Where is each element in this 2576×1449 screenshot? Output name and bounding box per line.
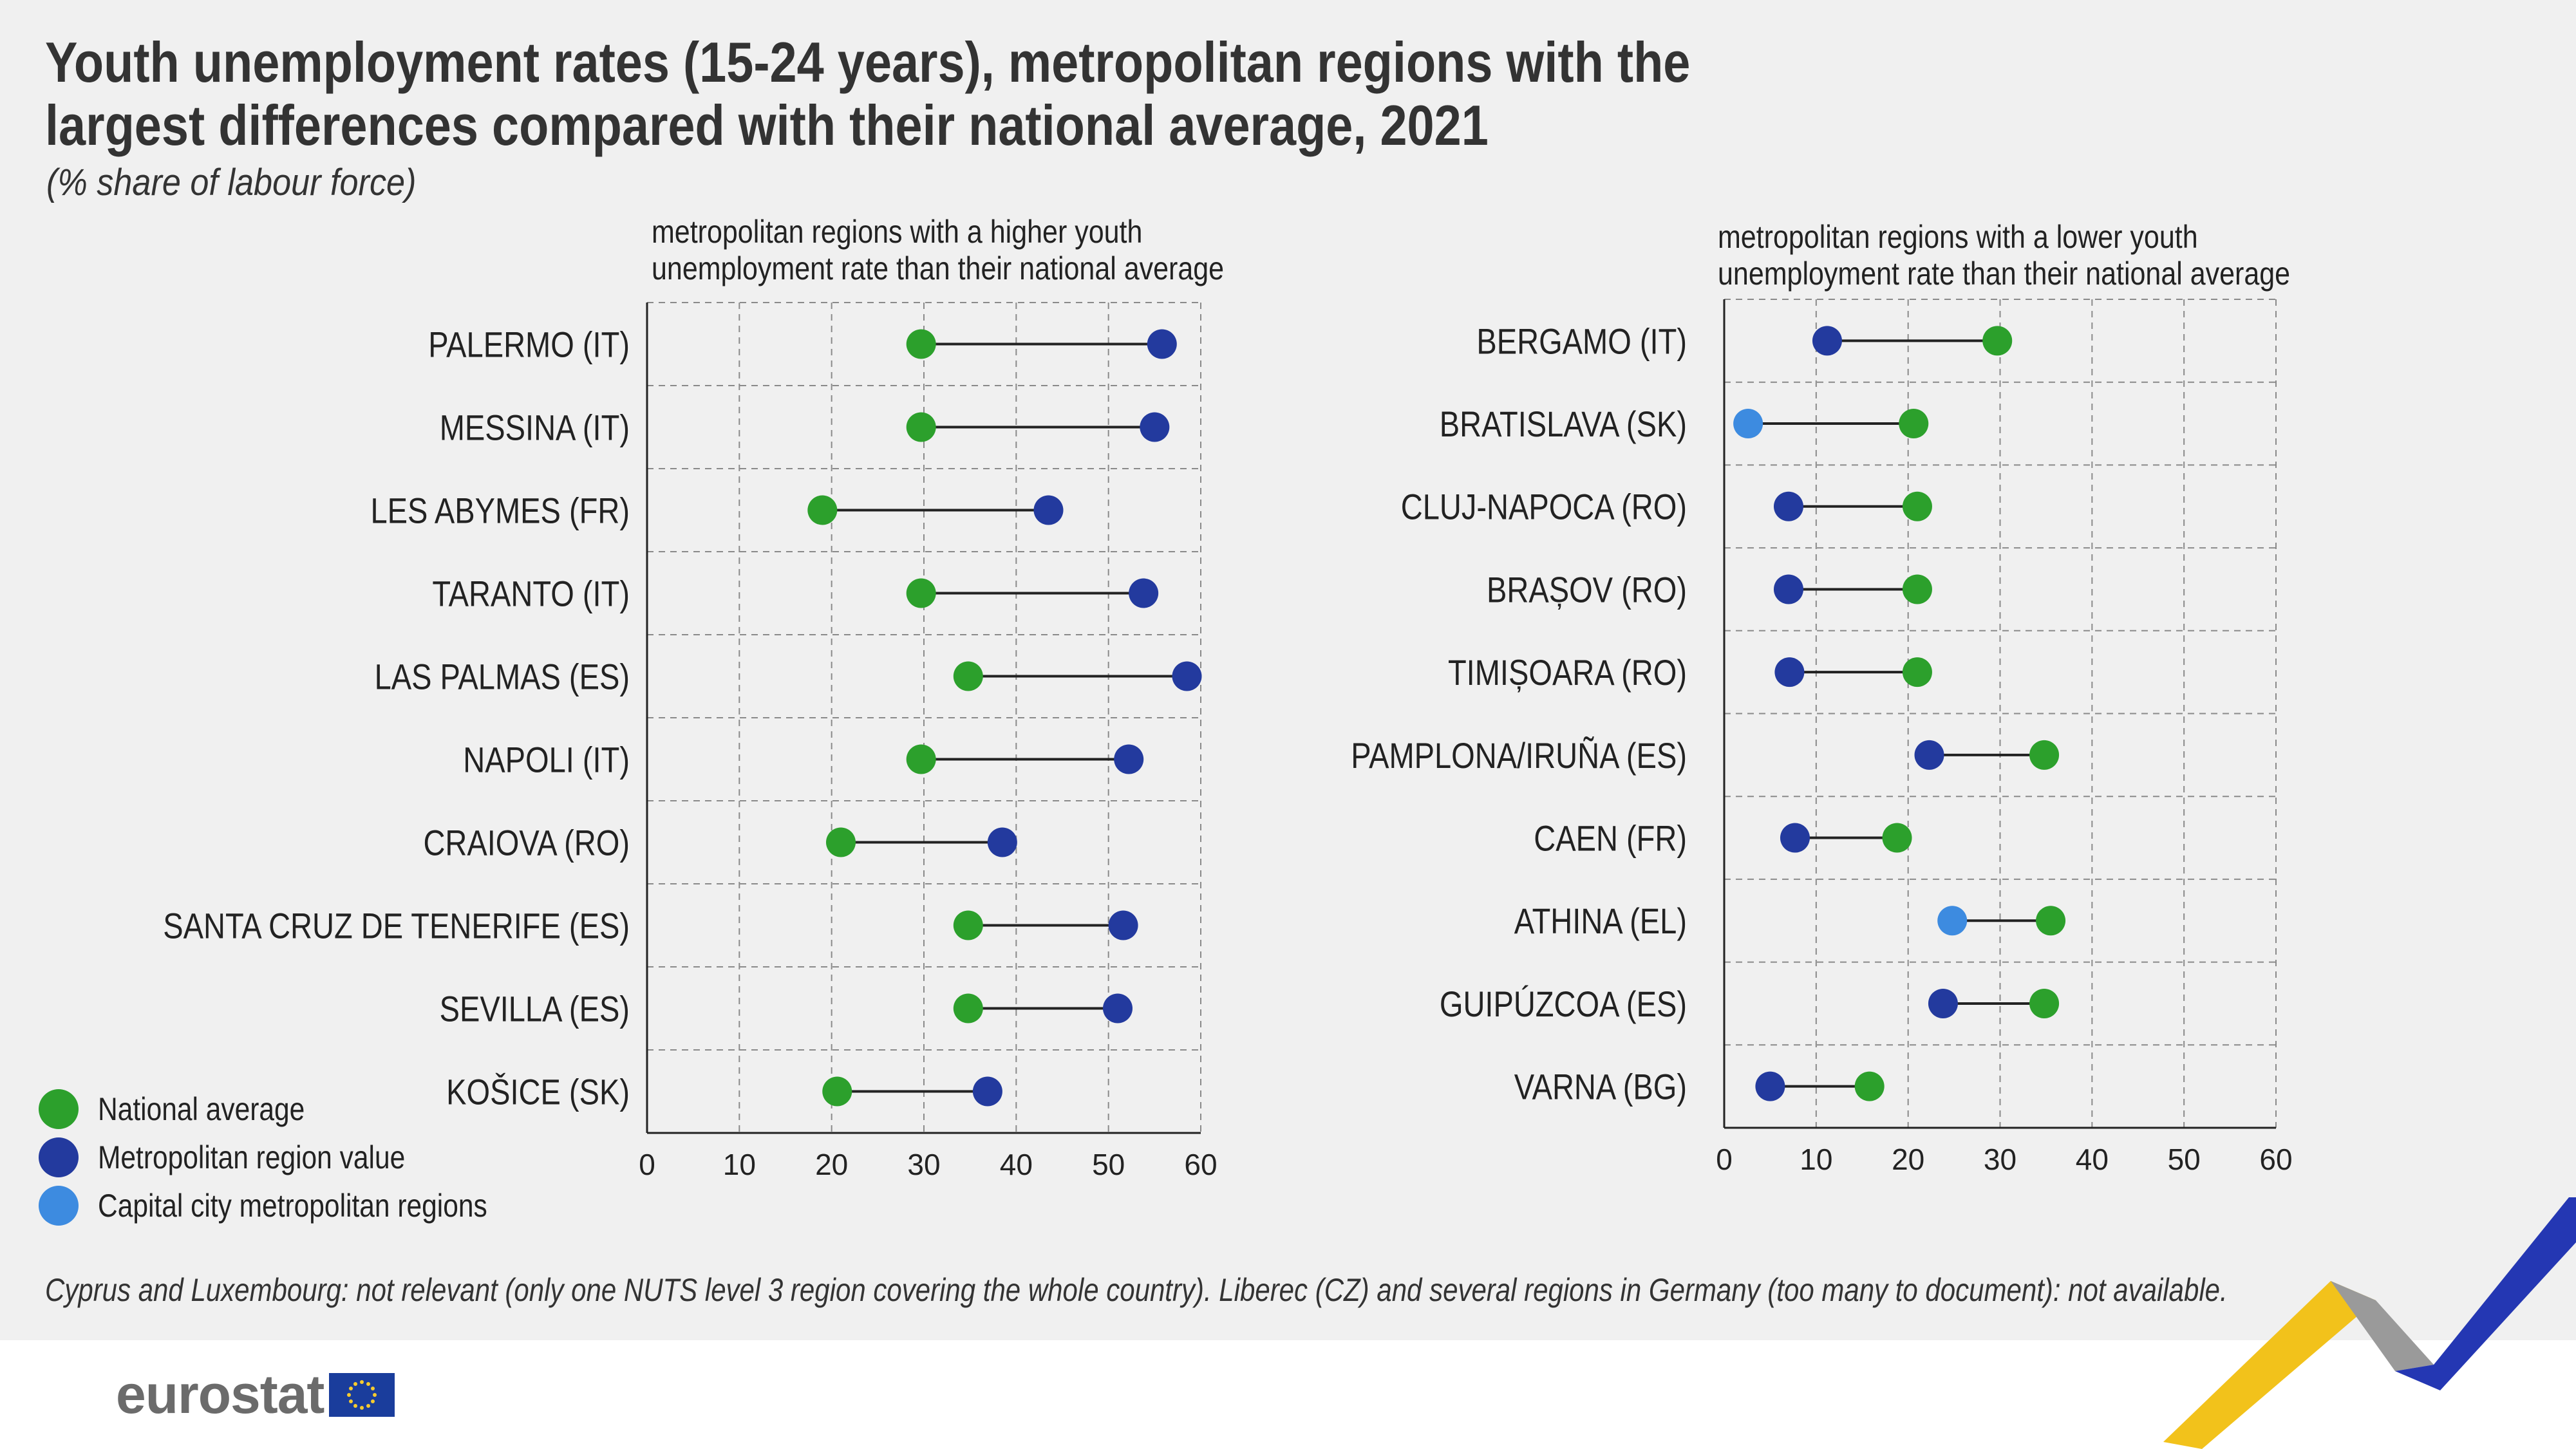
- lower-point-national: [1902, 657, 1932, 687]
- higher-x-tick-label: 30: [907, 1148, 940, 1181]
- lower-point-national: [2029, 988, 2060, 1018]
- lower-point-capital: [1937, 906, 1968, 936]
- lower-x-tick-label: 50: [2168, 1143, 2201, 1176]
- higher-category-label: SEVILLA (ES): [440, 989, 630, 1029]
- footer-band: [0, 1340, 2576, 1449]
- lower-point-metro: [1774, 657, 1805, 687]
- higher-x-tick-label: 0: [639, 1148, 655, 1181]
- lower-category-label: BRAȘOV (RO): [1487, 570, 1687, 610]
- higher-point-metro: [1129, 578, 1159, 608]
- higher-category-label: CRAIOVA (RO): [423, 823, 630, 863]
- lower-point-national: [1899, 409, 1929, 439]
- eu-flag-icon: [329, 1372, 395, 1417]
- legend-swatch-capital: [39, 1185, 79, 1226]
- higher-point-national: [953, 993, 983, 1024]
- higher-point-metro: [1172, 661, 1202, 691]
- chart-title: Youth unemployment rates (15-24 years), …: [45, 31, 1690, 157]
- higher-point-metro: [1114, 744, 1144, 774]
- higher-point-national: [807, 495, 838, 525]
- lower-point-national: [1854, 1071, 1885, 1101]
- higher-category-label: SANTA CRUZ DE TENERIFE (ES): [163, 906, 630, 946]
- higher-category-label: KOŠICE (SK): [446, 1072, 630, 1112]
- higher-point-national: [906, 412, 936, 442]
- lower-x-tick-label: 20: [1892, 1143, 1924, 1176]
- higher-category-label: MESSINA (IT): [440, 407, 630, 448]
- footnote: Cyprus and Luxembourg: not relevant (onl…: [45, 1272, 2228, 1308]
- higher-point-metro: [972, 1076, 1002, 1107]
- chart-title-line-1: Youth unemployment rates (15-24 years), …: [45, 30, 1691, 94]
- eurostat-wordmark: eurostat: [116, 1364, 324, 1425]
- higher-x-tick-label: 10: [723, 1148, 756, 1181]
- lower-category-label: GUIPÚZCOA (ES): [1440, 984, 1687, 1024]
- higher-point-national: [826, 827, 856, 857]
- lower-point-national: [2036, 906, 2066, 936]
- higher-x-tick-label: 40: [1000, 1148, 1033, 1181]
- higher-point-national: [906, 578, 936, 608]
- lower-category-label: PAMPLONA/IRUÑA (ES): [1351, 735, 1687, 776]
- legend-item-national: National average: [39, 1085, 556, 1133]
- lower-point-national: [1902, 491, 1932, 521]
- lower-category-label: VARNA (BG): [1514, 1067, 1687, 1107]
- lower-panel-title-line-2: unemployment rate than their national av…: [1718, 256, 2290, 292]
- lower-point-metro: [1773, 574, 1803, 604]
- lower-panel-title-line-1: metropolitan regions with a lower youth: [1718, 219, 2198, 255]
- lower-point-metro: [1780, 823, 1810, 853]
- higher-panel-title-line-2: unemployment rate than their national av…: [652, 250, 1224, 286]
- chart-title-line-2: largest differences compared with their …: [45, 93, 1489, 157]
- lower-point-metro: [1914, 740, 1944, 770]
- legend-label-national: National average: [98, 1090, 305, 1127]
- lower-point-metro: [1812, 326, 1842, 356]
- lower-point-national: [2029, 740, 2060, 770]
- higher-point-metro: [1108, 910, 1138, 940]
- legend-swatch-metro: [39, 1137, 79, 1177]
- higher-point-metro: [987, 827, 1017, 857]
- lower-x-tick-label: 40: [2076, 1143, 2109, 1176]
- higher-point-national: [906, 329, 936, 359]
- legend-label-metro: Metropolitan region value: [98, 1139, 406, 1175]
- lower-category-label: CAEN (FR): [1534, 818, 1687, 859]
- higher-point-metro: [1147, 329, 1177, 359]
- higher-category-label: NAPOLI (IT): [463, 740, 630, 780]
- higher-category-label: TARANTO (IT): [432, 574, 630, 614]
- higher-point-metro: [1103, 993, 1133, 1024]
- higher-x-tick-label: 20: [815, 1148, 848, 1181]
- higher-category-label: LES ABYMES (FR): [371, 491, 630, 531]
- higher-panel-title-line-1: metropolitan regions with a higher youth: [652, 214, 1142, 250]
- higher-category-label: PALERMO (IT): [428, 324, 630, 365]
- lower-category-label: BRATISLAVA (SK): [1440, 404, 1687, 444]
- lower-point-national: [1882, 823, 1912, 853]
- higher-point-national: [953, 661, 983, 691]
- chart-subtitle: (% share of labour force): [46, 162, 417, 203]
- higher-point-metro: [1140, 412, 1170, 442]
- legend-item-metro: Metropolitan region value: [39, 1133, 556, 1181]
- higher-point-national: [822, 1076, 852, 1107]
- lower-x-tick-label: 0: [1716, 1143, 1733, 1176]
- higher-point-national: [906, 744, 936, 774]
- lower-point-metro: [1928, 988, 1958, 1018]
- higher-point-national: [953, 910, 983, 940]
- legend-item-capital: Capital city metropolitan regions: [39, 1181, 556, 1229]
- lower-category-label: BERGAMO (IT): [1476, 321, 1687, 361]
- legend-swatch-national: [39, 1089, 79, 1129]
- lower-category-label: TIMIȘOARA (RO): [1448, 652, 1687, 693]
- lower-category-label: CLUJ-NAPOCA (RO): [1401, 487, 1687, 527]
- lower-category-label: ATHINA (EL): [1514, 901, 1687, 941]
- higher-category-label: LAS PALMAS (ES): [375, 657, 630, 697]
- legend: National average Metropolitan region val…: [39, 1085, 556, 1229]
- lower-x-tick-label: 60: [2259, 1143, 2292, 1176]
- lower-point-national: [1982, 326, 2013, 356]
- legend-label-capital: Capital city metropolitan regions: [98, 1187, 487, 1224]
- lower-x-tick-label: 10: [1800, 1143, 1832, 1176]
- lower-x-tick-label: 30: [1984, 1143, 2017, 1176]
- lower-point-capital: [1733, 409, 1763, 439]
- higher-x-tick-label: 60: [1184, 1148, 1217, 1181]
- higher-point-metro: [1033, 495, 1064, 525]
- eurostat-logo: eurostat: [116, 1363, 395, 1426]
- lower-point-metro: [1755, 1071, 1785, 1101]
- lower-point-metro: [1773, 491, 1803, 521]
- higher-x-tick-label: 50: [1092, 1148, 1125, 1181]
- lower-point-national: [1902, 574, 1932, 604]
- corner-decoration: [2163, 1197, 2576, 1449]
